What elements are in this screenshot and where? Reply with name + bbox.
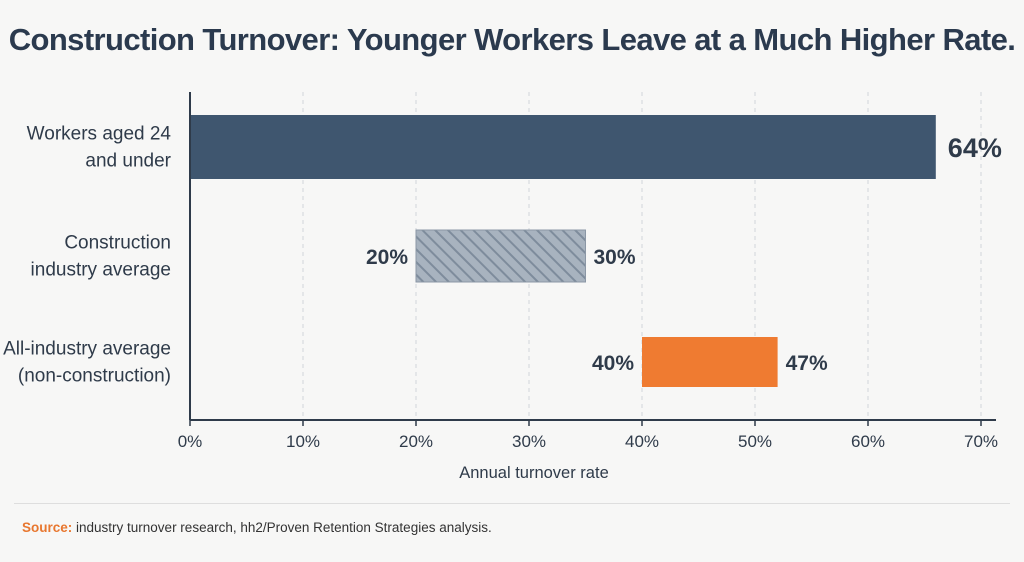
category-label: and under <box>85 151 171 172</box>
x-tick-label: 60% <box>851 432 885 451</box>
x-tick-label: 20% <box>399 432 433 451</box>
chart-title: Construction Turnover: Younger Workers L… <box>8 22 1016 57</box>
x-tick-label: 50% <box>738 432 772 451</box>
category-label: industry average <box>31 260 171 281</box>
value-label-start: 40% <box>592 352 634 375</box>
bar <box>415 229 586 283</box>
x-tick-label: 0% <box>178 432 203 451</box>
x-axis-label: Annual turnover rate <box>459 464 609 482</box>
category-label: (non-construction) <box>18 366 171 387</box>
category-label: Construction <box>64 233 171 254</box>
value-label-end: 47% <box>786 352 828 375</box>
bar <box>642 337 778 387</box>
value-label-end: 30% <box>594 246 636 269</box>
x-tick-label: 70% <box>964 432 998 451</box>
category-label: Workers aged 24 <box>27 124 172 145</box>
x-tick-label: 30% <box>512 432 546 451</box>
value-label-start: 20% <box>366 246 408 269</box>
x-tick-label: 40% <box>625 432 659 451</box>
footer-divider <box>14 503 1010 504</box>
bar-chart: 0% 10% 20% 30% 40% 50% 60% 70% Annual turnover r… <box>3 92 1002 482</box>
source-label: Source: <box>22 520 73 535</box>
bar <box>190 115 936 179</box>
x-tick-label: 10% <box>286 432 320 451</box>
source-text: industry turnover research, hh2/Proven R… <box>72 520 492 535</box>
source-note: Source: industry turnover research, hh2/… <box>22 520 492 535</box>
value-label: 64% <box>948 133 1002 163</box>
category-label: All-industry average <box>3 339 171 360</box>
